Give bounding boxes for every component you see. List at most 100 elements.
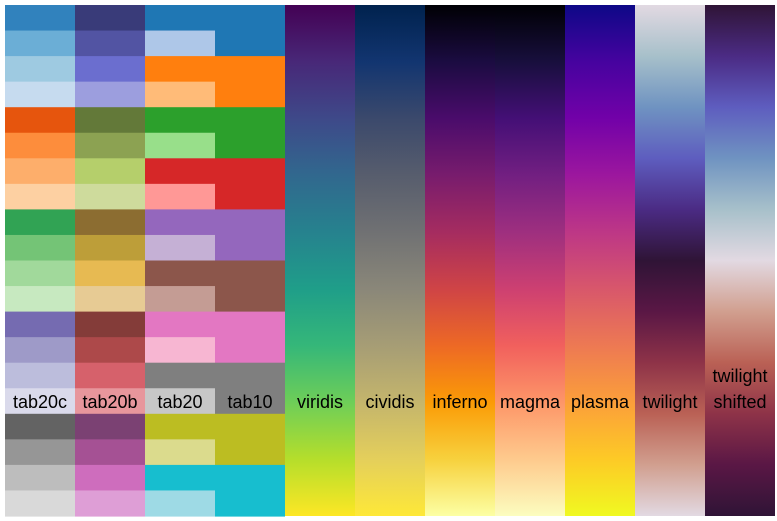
swatch-tab20c-20	[5, 490, 75, 517]
swatch-tab20-19	[145, 464, 215, 492]
swatch-tab10-5	[215, 209, 285, 262]
colormap-tab20c	[5, 5, 75, 517]
label-plasma: plasma	[571, 392, 630, 412]
swatch-tab10-8	[215, 362, 285, 415]
swatch-tab20-10	[145, 234, 215, 262]
swatch-tab20c-8	[5, 183, 75, 210]
swatch-tab20b-16	[75, 388, 145, 415]
label-tab20b: tab20b	[82, 392, 137, 412]
swatch-tab20b-10	[75, 234, 145, 262]
swatch-tab20b-18	[75, 439, 145, 466]
swatch-tab20b-15	[75, 362, 145, 389]
swatch-tab10-10	[215, 464, 285, 517]
colormap-tab20	[145, 5, 215, 517]
swatch-tab20b-2	[75, 30, 145, 57]
gradient-twilight	[635, 5, 705, 516]
swatch-tab20b-7	[75, 158, 145, 185]
label-twilight-shifted: twilight shifted	[712, 366, 767, 412]
swatch-tab20c-17	[5, 413, 75, 440]
swatch-tab20-15	[145, 362, 215, 389]
swatch-tab20-6	[145, 132, 215, 159]
swatch-tab20c-7	[5, 158, 75, 185]
label-cividis-line-1: cividis	[365, 392, 414, 412]
label-twilight-shifted-line-1: twilight	[712, 366, 767, 386]
colormap-strips	[5, 5, 775, 517]
swatch-tab20b-3	[75, 56, 145, 83]
swatch-tab20b-4	[75, 81, 145, 108]
label-tab20: tab20	[157, 392, 202, 412]
colormap-twilight	[635, 5, 705, 516]
swatch-tab20-20	[145, 490, 215, 517]
label-tab10: tab10	[227, 392, 272, 412]
swatch-tab20c-1	[5, 5, 75, 32]
swatch-tab10-6	[215, 260, 285, 313]
swatch-tab20b-19	[75, 464, 145, 492]
swatch-tab20-2	[145, 30, 215, 57]
swatch-tab20c-16	[5, 388, 75, 415]
label-twilight-shifted-line-2: shifted	[713, 392, 766, 412]
swatch-tab20-9	[145, 209, 215, 236]
swatch-tab20-17	[145, 413, 215, 440]
swatch-tab20b-9	[75, 209, 145, 236]
label-inferno-line-1: inferno	[432, 392, 487, 412]
swatch-tab10-7	[215, 311, 285, 364]
swatch-tab20b-11	[75, 260, 145, 287]
colormap-labels: tab20c tab20b tab20 tab10 viridis cividis infe…	[13, 366, 768, 412]
swatch-tab20c-2	[5, 30, 75, 57]
gradient-viridis	[285, 5, 355, 516]
swatch-tab20c-14	[5, 337, 75, 364]
swatch-tab20c-12	[5, 286, 75, 313]
colormap-cividis	[355, 5, 425, 516]
swatch-tab20-1	[145, 5, 215, 32]
swatch-tab20b-1	[75, 5, 145, 32]
swatch-tab20b-6	[75, 132, 145, 159]
swatch-tab20c-15	[5, 362, 75, 389]
swatch-tab20-12	[145, 286, 215, 313]
label-inferno: inferno	[432, 392, 487, 412]
colormap-tab10	[215, 5, 285, 517]
swatch-tab20-8	[145, 183, 215, 210]
swatch-tab20b-13	[75, 311, 145, 338]
colormap-viridis	[285, 5, 355, 516]
label-tab20c-line-1: tab20c	[13, 392, 67, 412]
label-cividis: cividis	[365, 392, 414, 412]
swatch-tab20-4	[145, 81, 215, 108]
label-viridis-line-1: viridis	[297, 392, 343, 412]
label-tab20b-line-1: tab20b	[82, 392, 137, 412]
swatch-tab20c-10	[5, 234, 75, 262]
swatch-tab20c-5	[5, 107, 75, 134]
label-magma: magma	[500, 392, 561, 412]
swatch-tab20-5	[145, 107, 215, 134]
gradient-cividis	[355, 5, 425, 516]
gradient-plasma	[565, 5, 635, 516]
swatch-tab10-4	[215, 158, 285, 210]
colormap-plasma	[565, 5, 635, 516]
swatch-tab20-16	[145, 388, 215, 415]
swatch-tab20-7	[145, 158, 215, 185]
swatch-tab20b-12	[75, 286, 145, 313]
label-tab20-line-1: tab20	[157, 392, 202, 412]
swatch-tab20c-4	[5, 81, 75, 108]
swatch-tab20b-20	[75, 490, 145, 517]
swatch-tab20c-9	[5, 209, 75, 236]
swatch-tab20c-11	[5, 260, 75, 287]
colormap-inferno	[425, 5, 495, 516]
swatch-tab20-18	[145, 439, 215, 466]
colormap-twilight-shifted	[705, 5, 775, 516]
colormap-magma	[495, 5, 565, 516]
swatch-tab20c-18	[5, 439, 75, 466]
swatch-tab20c-13	[5, 311, 75, 338]
gradient-inferno	[425, 5, 495, 516]
label-tab20c: tab20c	[13, 392, 67, 412]
label-magma-line-1: magma	[500, 392, 561, 412]
label-viridis: viridis	[297, 392, 343, 412]
swatch-tab20-3	[145, 56, 215, 83]
label-tab10-line-1: tab10	[227, 392, 272, 412]
swatch-tab20b-5	[75, 107, 145, 134]
swatch-tab20b-14	[75, 337, 145, 364]
label-twilight-line-1: twilight	[642, 392, 697, 412]
label-twilight: twilight	[642, 392, 697, 412]
swatch-tab20c-3	[5, 56, 75, 83]
swatch-tab10-2	[215, 56, 285, 108]
